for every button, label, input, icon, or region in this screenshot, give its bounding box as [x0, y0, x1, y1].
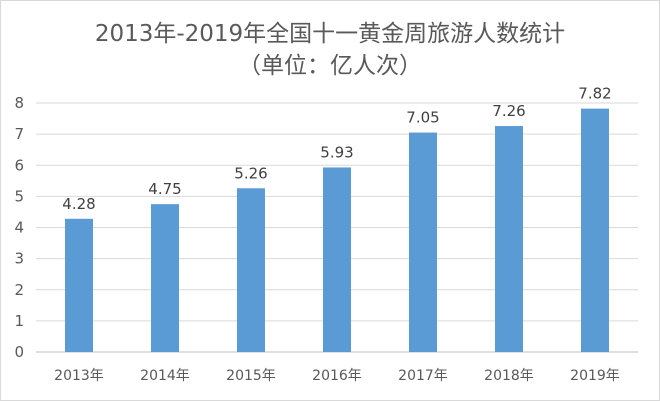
x-axis-ticks: 2013年 2014年 2015年 2016年 2017年 2018年 2019年	[54, 368, 620, 384]
bar	[151, 204, 179, 352]
bar	[581, 108, 609, 352]
x-tick-label: 2017年	[398, 368, 448, 384]
x-tick-label: 2013年	[54, 368, 104, 384]
bar	[409, 132, 437, 352]
x-tick-label: 2016年	[312, 368, 362, 384]
y-tick-label: 0	[14, 343, 24, 361]
bar	[323, 167, 351, 352]
bar	[495, 126, 523, 352]
data-label: 7.05	[406, 109, 439, 127]
y-tick-label: 7	[14, 125, 24, 143]
data-label: 4.28	[62, 195, 95, 213]
y-tick-label: 3	[14, 250, 24, 268]
x-tick-label: 2014年	[140, 368, 190, 384]
x-tick-label: 2015年	[226, 368, 276, 384]
data-label: 7.26	[492, 102, 525, 120]
data-label: 4.75	[148, 180, 181, 198]
chart-title: 2013年-2019年全国十一黄金周旅游人数统计	[94, 21, 566, 47]
y-tick-label: 8	[14, 94, 24, 112]
y-tick-label: 1	[14, 312, 24, 330]
bars	[65, 108, 609, 352]
y-tick-label: 2	[14, 281, 24, 299]
bar	[65, 218, 93, 352]
data-label: 5.93	[320, 143, 353, 161]
y-tick-label: 4	[14, 219, 24, 237]
data-labels: 4.28 4.75 5.26 5.93 7.05 7.26 7.82	[62, 85, 611, 213]
chart-subtitle: （单位：亿人次）	[238, 53, 422, 79]
x-tick-label: 2019年	[570, 368, 620, 384]
y-tick-label: 6	[14, 156, 24, 174]
y-tick-label: 5	[14, 187, 24, 205]
data-label: 7.82	[578, 85, 611, 103]
x-tick-label: 2018年	[484, 368, 534, 384]
data-label: 5.26	[234, 164, 267, 182]
bar	[237, 188, 265, 352]
y-axis-ticks: 0 1 2 3 4 5 6 7 8	[14, 94, 24, 361]
